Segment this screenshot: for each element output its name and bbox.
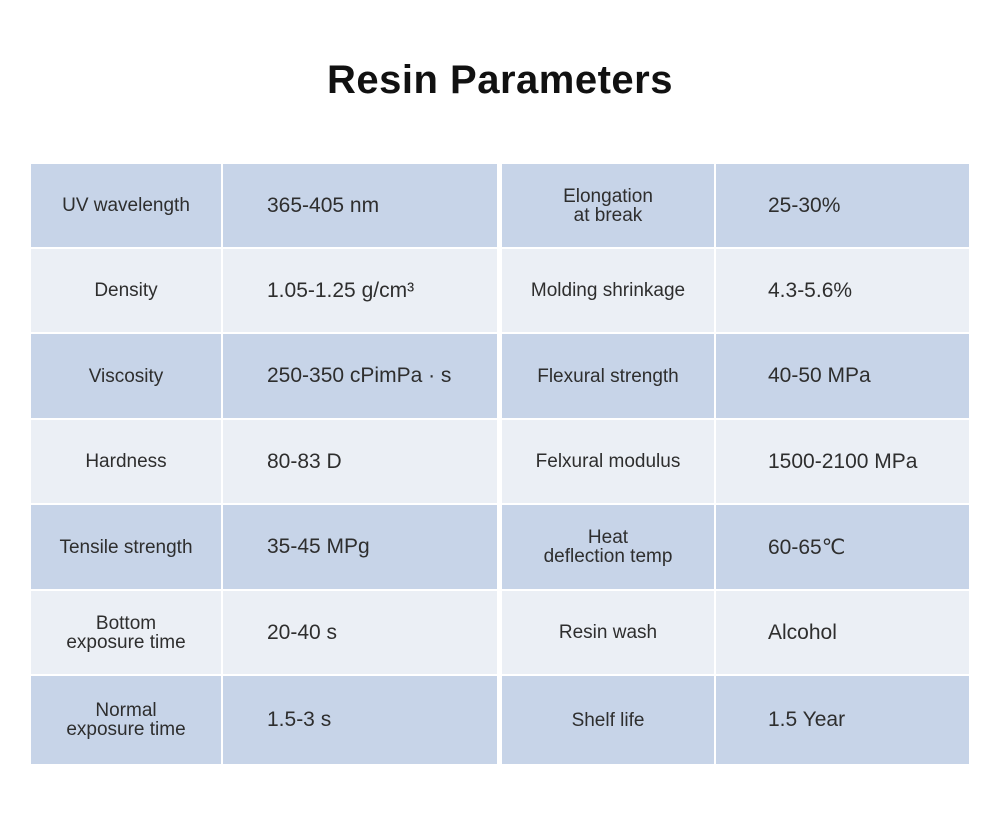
table-row: Density 1.05-1.25 g/cm³ — [31, 249, 497, 332]
param-label: Normal exposure time — [31, 676, 221, 764]
page-title: Resin Parameters — [327, 58, 673, 102]
param-label: Molding shrinkage — [502, 249, 714, 332]
param-label: Tensile strength — [31, 505, 221, 589]
table-row: Heat deflection temp 60-65℃ — [502, 505, 969, 589]
table-row: Viscosity 250-350 cPimPa · s — [31, 334, 497, 418]
param-label: Bottom exposure time — [31, 591, 221, 674]
table-row: Molding shrinkage 4.3-5.6% — [502, 249, 969, 332]
param-value: 250-350 cPimPa · s — [223, 334, 497, 418]
param-value: 60-65℃ — [716, 505, 969, 589]
param-value: 1.5 Year — [716, 676, 969, 764]
param-value: 1.05-1.25 g/cm³ — [223, 249, 497, 332]
param-label: Flexural strength — [502, 334, 714, 418]
table-row: UV wavelength 365-405 nm — [31, 164, 497, 247]
param-label: Elongation at break — [502, 164, 714, 247]
param-value: 20-40 s — [223, 591, 497, 674]
param-value: Alcohol — [716, 591, 969, 674]
table-row: Hardness 80-83 D — [31, 420, 497, 503]
table-row: Flexural strength 40-50 MPa — [502, 334, 969, 418]
param-label: UV wavelength — [31, 164, 221, 247]
table-row: Bottom exposure time 20-40 s — [31, 591, 497, 674]
param-value: 1500-2100 MPa — [716, 420, 969, 503]
param-label: Density — [31, 249, 221, 332]
param-value: 40-50 MPa — [716, 334, 969, 418]
table-row: Shelf life 1.5 Year — [502, 676, 969, 764]
param-label: Viscosity — [31, 334, 221, 418]
param-value: 4.3-5.6% — [716, 249, 969, 332]
table-row: Resin wash Alcohol — [502, 591, 969, 674]
table-row: Felxural modulus 1500-2100 MPa — [502, 420, 969, 503]
parameters-left-column: UV wavelength 365-405 nm Density 1.05-1.… — [31, 164, 497, 764]
param-label: Hardness — [31, 420, 221, 503]
parameters-right-column: Elongation at break 25-30% Molding shrin… — [502, 164, 969, 764]
table-row: Tensile strength 35-45 MPg — [31, 505, 497, 589]
param-value: 1.5-3 s — [223, 676, 497, 764]
table-row: Normal exposure time 1.5-3 s — [31, 676, 497, 764]
param-label: Resin wash — [502, 591, 714, 674]
table-row: Elongation at break 25-30% — [502, 164, 969, 247]
param-label: Shelf life — [502, 676, 714, 764]
param-label: Heat deflection temp — [502, 505, 714, 589]
param-value: 25-30% — [716, 164, 969, 247]
param-value: 35-45 MPg — [223, 505, 497, 589]
parameters-table: UV wavelength 365-405 nm Density 1.05-1.… — [31, 164, 969, 764]
param-value: 365-405 nm — [223, 164, 497, 247]
param-label: Felxural modulus — [502, 420, 714, 503]
param-value: 80-83 D — [223, 420, 497, 503]
